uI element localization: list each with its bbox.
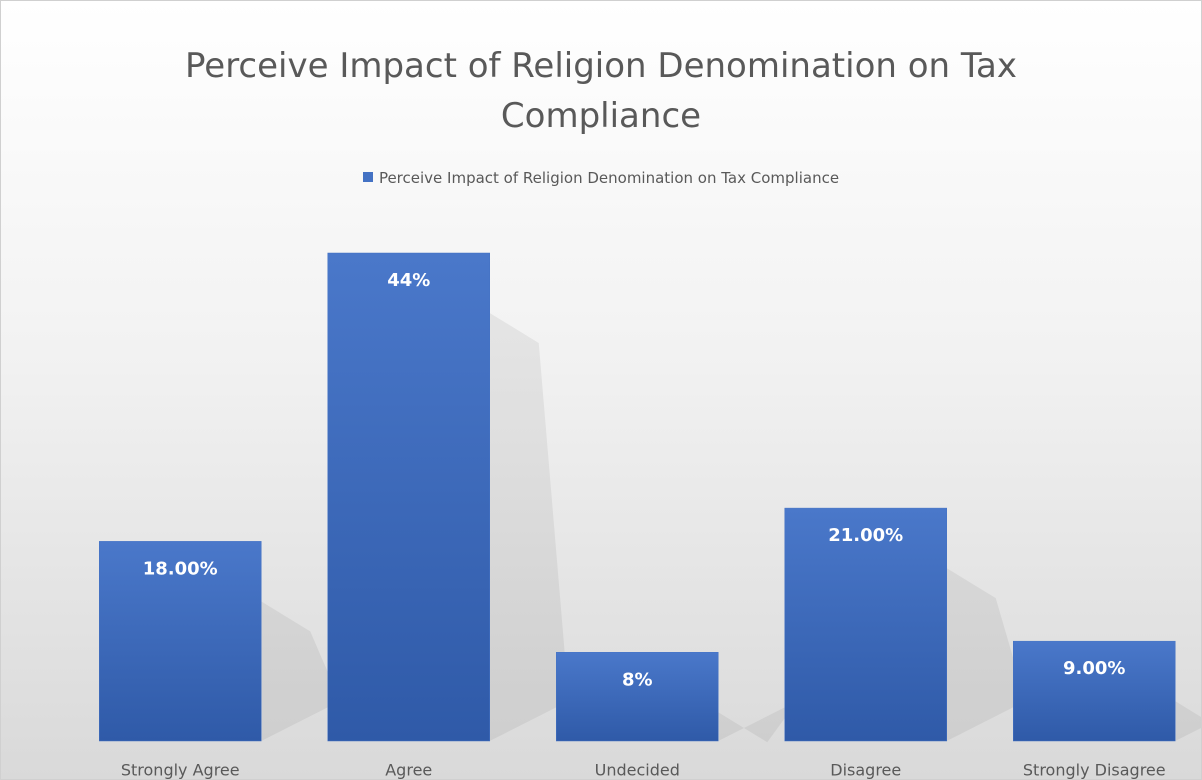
bar-shadow [261, 601, 341, 741]
bar-shadow [946, 568, 1026, 741]
bar-shadow [1175, 701, 1201, 741]
bar [327, 252, 490, 742]
data-label: 44% [387, 270, 430, 291]
data-label: 8% [622, 669, 653, 690]
legend-swatch [362, 172, 373, 182]
bar [1013, 640, 1176, 742]
legend-label: Perceive Impact of Religion Denomination… [378, 169, 840, 187]
data-label: 18.00% [143, 558, 218, 579]
bar-shadow [489, 313, 569, 741]
data-label: 21.00% [828, 525, 903, 546]
legend: Perceive Impact of Religion Denomination… [1, 169, 1201, 187]
x-tick-label: Disagree [830, 761, 901, 780]
bar [556, 652, 719, 742]
x-tick-label: Undecided [595, 761, 680, 780]
bar [784, 507, 947, 742]
x-tick-label: Strongly Agree [121, 761, 240, 780]
chart-title: Perceive Impact of Religion Denomination… [184, 46, 1017, 136]
bar-shadow [718, 701, 798, 743]
x-tick-label: Agree [385, 761, 432, 780]
bar [99, 541, 262, 742]
data-label: 9.00% [1063, 658, 1125, 679]
x-tick-label: Strongly Disagree [1023, 761, 1166, 780]
